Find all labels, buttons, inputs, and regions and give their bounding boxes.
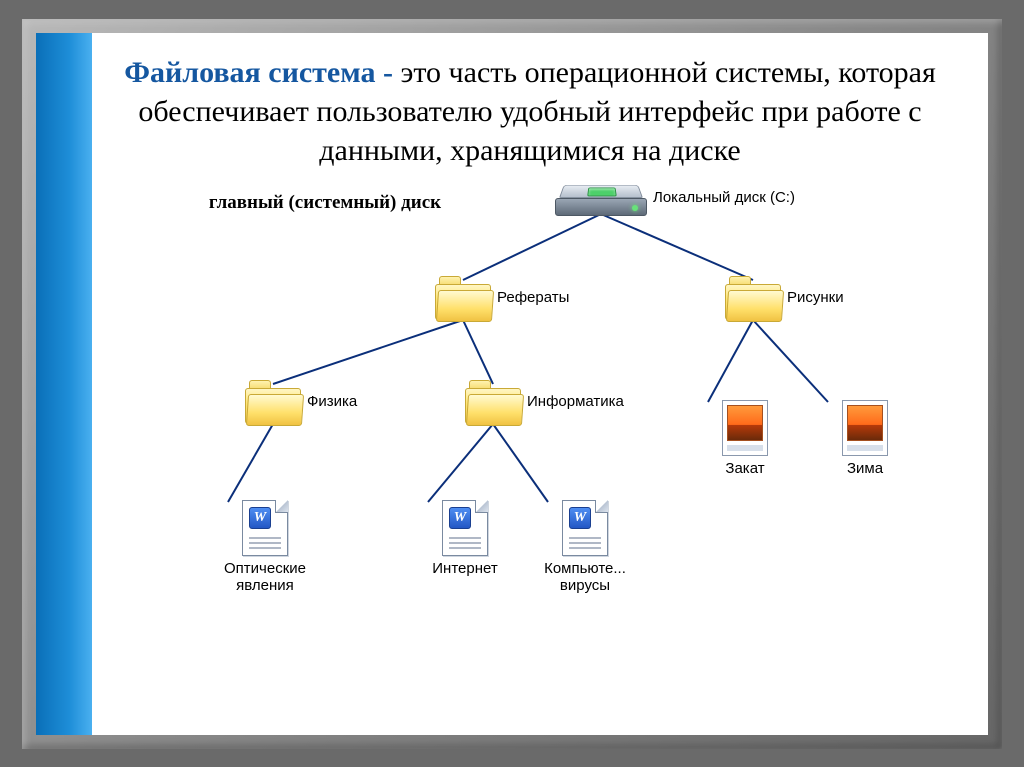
folder-icon <box>435 276 491 320</box>
document-icon: W <box>242 500 288 556</box>
hard-drive-icon <box>555 180 647 216</box>
node-label: Информатика <box>527 393 624 410</box>
tree-edge <box>228 424 273 502</box>
tree-node-informatika: Информатика <box>465 380 624 424</box>
slide-frame: Файловая система - это часть операционно… <box>22 19 1002 749</box>
node-label: Зима <box>847 460 883 477</box>
tree-node-zakat: Закат <box>685 400 805 477</box>
tree-edge <box>273 320 463 384</box>
folder-icon <box>465 380 521 424</box>
tree-edge <box>493 424 548 502</box>
node-label: Компьюте...вирусы <box>544 560 626 594</box>
tree-edge <box>708 320 753 402</box>
tree-node-zima: Зима <box>805 400 925 477</box>
node-label: Рисунки <box>787 289 844 306</box>
slide-content: Файловая система - это часть операционно… <box>92 33 988 735</box>
tree-edge <box>428 424 493 502</box>
tree-edge <box>753 320 828 402</box>
tree-edge <box>463 214 601 280</box>
slide-title: Файловая система - это часть операционно… <box>112 53 948 170</box>
tree-node-disk_note: главный (системный) диск <box>265 188 385 214</box>
tree-node-virus: W Компьюте...вирусы <box>525 500 645 594</box>
filesystem-tree-diagram: Локальный диск (C:) главный (системный) д… <box>115 180 945 610</box>
tree-node-opt: W Оптическиеявления <box>205 500 325 594</box>
tree-node-disk: Локальный диск (C:) <box>555 180 795 216</box>
title-lead: Файловая система - <box>124 56 400 89</box>
tree-node-fizika: Физика <box>245 380 357 424</box>
slide: Файловая система - это часть операционно… <box>36 33 988 735</box>
node-label: Интернет <box>432 560 497 577</box>
node-label: Закат <box>725 460 764 477</box>
folder-icon <box>245 380 301 424</box>
node-label: Физика <box>307 393 357 410</box>
document-icon: W <box>442 500 488 556</box>
accent-bar <box>36 33 92 735</box>
node-label: главный (системный) диск <box>209 192 441 214</box>
document-icon: W <box>562 500 608 556</box>
image-file-icon <box>842 400 888 456</box>
tree-node-referaty: Рефераты <box>435 276 569 320</box>
folder-icon <box>725 276 781 320</box>
node-label: Локальный диск (C:) <box>653 189 795 206</box>
tree-edge <box>463 320 493 384</box>
tree-node-internet: W Интернет <box>405 500 525 577</box>
image-file-icon <box>722 400 768 456</box>
node-label: Рефераты <box>497 289 569 306</box>
tree-node-risunki: Рисунки <box>725 276 844 320</box>
node-label: Оптическиеявления <box>224 560 306 594</box>
tree-edge <box>601 214 753 280</box>
